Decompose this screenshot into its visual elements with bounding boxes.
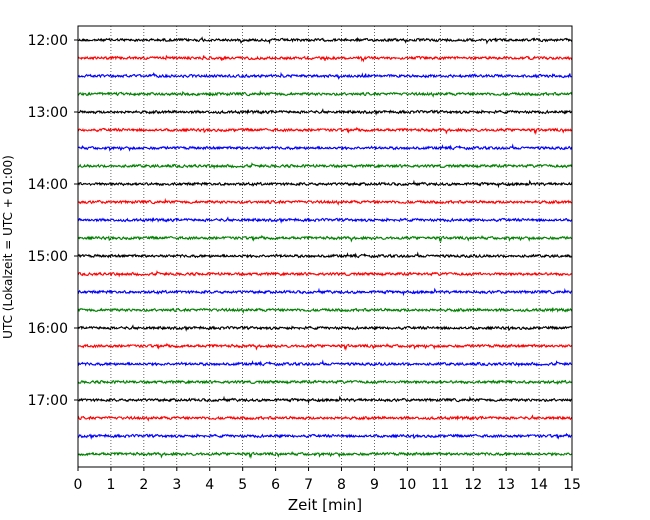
y-axis-ticks: 12:00 13:00 14:00 15:00 16:00 17:00 [28, 33, 78, 409]
y-tick-label: 16:00 [28, 321, 68, 337]
trace-line [77, 108, 573, 116]
y-tick-label: 14:00 [28, 177, 68, 193]
x-tick-label: 3 [172, 477, 181, 493]
x-tick-label: 10 [398, 477, 416, 493]
x-tick-label: 4 [205, 477, 214, 493]
trace-line [77, 432, 573, 440]
x-tick-label: 7 [304, 477, 313, 493]
trace-line [77, 324, 573, 332]
trace-line [77, 359, 573, 368]
y-axis-label: UTC (Lokalzeit = UTC + 01:00) [1, 155, 15, 339]
x-tick-label: 6 [271, 477, 280, 493]
trace-line [77, 251, 573, 259]
x-tick-label: 2 [139, 477, 148, 493]
x-tick-label: 5 [238, 477, 247, 493]
x-tick-label: 13 [497, 477, 515, 493]
y-tick-label: 15:00 [28, 249, 68, 265]
trace-line [77, 307, 573, 314]
trace-line [77, 126, 573, 136]
x-tick-label: 8 [337, 477, 346, 493]
trace-line [77, 197, 573, 206]
x-tick-label: 0 [74, 477, 83, 493]
trace-line [77, 342, 573, 352]
x-axis-label: Zeit [min] [288, 496, 362, 514]
x-tick-label: 14 [530, 477, 548, 493]
y-tick-label: 17:00 [28, 393, 68, 409]
trace-line [77, 216, 573, 224]
trace-line [77, 54, 573, 63]
plot-frame [77, 25, 573, 468]
trace-line [77, 234, 573, 244]
x-tick-label: 1 [106, 477, 115, 493]
trace-line [77, 71, 573, 80]
y-tick-label: 12:00 [28, 33, 68, 49]
x-tick-label: 15 [563, 477, 581, 493]
x-tick-label: 11 [431, 477, 449, 493]
trace-line [77, 179, 573, 189]
y-tick-label: 13:00 [28, 105, 68, 121]
trace-line [77, 395, 573, 405]
trace-line [77, 414, 573, 422]
x-tick-label: 9 [370, 477, 379, 493]
trace-line [77, 89, 573, 98]
traces [77, 36, 573, 460]
trace-line [77, 379, 573, 385]
trace-line [77, 143, 573, 152]
x-tick-label: 12 [464, 477, 482, 493]
x-axis-ticks: 0 1 2 3 4 5 6 7 8 9 10 11 12 13 14 15 [74, 467, 581, 493]
trace-line [77, 270, 573, 278]
trace-line [77, 287, 573, 297]
trace-line [77, 162, 573, 170]
trace-line [77, 36, 573, 45]
trace-line [77, 450, 573, 460]
